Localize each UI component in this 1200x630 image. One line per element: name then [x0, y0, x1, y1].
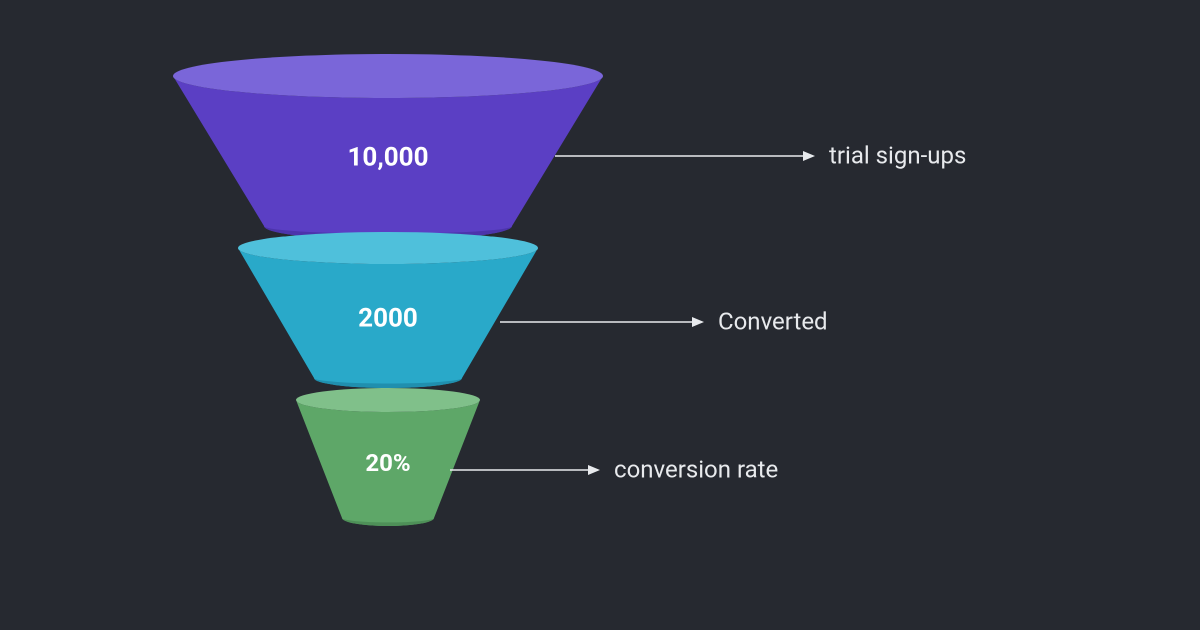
- funnel-stage-top-ellipse: [173, 54, 603, 98]
- funnel-stage-label: Converted: [718, 307, 828, 335]
- funnel-stage-value: 20%: [365, 449, 410, 477]
- funnel-stage-top-ellipse: [296, 388, 480, 412]
- chart-background: [0, 0, 1200, 630]
- funnel-stage-top-ellipse: [238, 232, 538, 264]
- funnel-stage-label: conversion rate: [614, 455, 778, 483]
- funnel-chart: 10,000 trial sign-ups 2000 Converted 20% conv…: [0, 0, 1200, 630]
- funnel-stage-value: 10,000: [348, 142, 429, 172]
- funnel-stage-label: trial sign-ups: [829, 141, 966, 169]
- funnel-stage-value: 2000: [358, 303, 418, 333]
